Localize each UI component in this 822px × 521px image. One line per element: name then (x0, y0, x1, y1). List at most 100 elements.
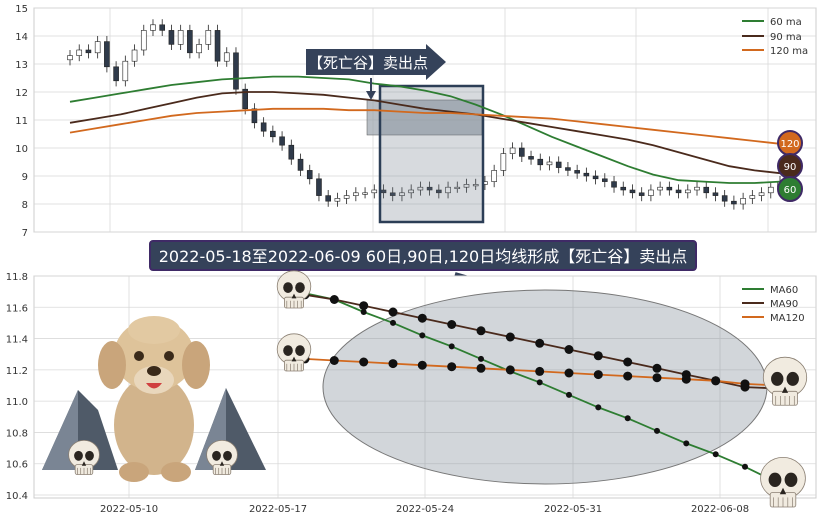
bottom-point-1 (476, 326, 486, 336)
top-series-line-0 (69, 75, 781, 184)
bottom-ytick-label: 11.6 (6, 303, 28, 314)
bottom-point-0 (683, 440, 690, 447)
bottom-point-2 (388, 359, 398, 369)
skull-icon-ma90-start (276, 270, 312, 309)
top-legend: 60 ma 90 ma 120 ma (742, 17, 808, 57)
candle-body (325, 195, 331, 202)
legend-label-90ma: 90 ma (770, 32, 802, 43)
bottom-point-1 (593, 351, 603, 361)
candle-body (528, 156, 534, 160)
middle-banner: 2022-05-18至2022-06-09 60日,90日,120日均线形成【死… (149, 240, 697, 301)
candle-body (140, 30, 147, 51)
candle-body (306, 170, 313, 180)
bottom-ytick-label: 11.2 (6, 366, 28, 377)
candle-body (389, 192, 396, 196)
bottom-ytick-label: 10.8 (6, 428, 28, 439)
candle-body (297, 158, 304, 171)
bottom-point-0 (448, 343, 455, 350)
top-grid (34, 7, 816, 233)
candle-body (408, 189, 414, 194)
candle-body (205, 30, 212, 45)
candle-body (343, 195, 350, 199)
candle-body (436, 189, 442, 194)
candle-body (104, 41, 110, 68)
candle-body (371, 189, 378, 194)
bottom-ytick-label: 10.4 (6, 491, 28, 502)
candle-body (592, 175, 599, 180)
legend-label-MA90: MA90 (770, 299, 798, 310)
candle-body (399, 192, 405, 196)
crossover-ellipse (322, 289, 768, 485)
candle-body (214, 30, 221, 62)
bottom-point-0 (390, 319, 396, 326)
callout-pointer-head (366, 91, 376, 100)
bottom-point-2 (740, 379, 750, 389)
end-marker-120: 120 (777, 130, 803, 156)
top-ma-lines (69, 75, 781, 184)
candle-body (546, 161, 553, 166)
banner-text: 2022-05-18至2022-06-09 60日,90日,120日均线形成【死… (159, 247, 688, 266)
candle-body (270, 130, 276, 138)
top-ytick-label: 12 (15, 88, 28, 99)
candle-body (657, 186, 663, 191)
candle-body (67, 55, 73, 61)
top-series-line-2 (69, 107, 781, 145)
bottom-ma-lines (300, 290, 781, 485)
candle-body (445, 186, 451, 194)
candle-body (76, 49, 83, 56)
legend-label-MA120: MA120 (770, 313, 805, 324)
candle-body (251, 108, 258, 124)
end-marker-60-label: 60 (784, 185, 797, 196)
death-valley-window (378, 84, 485, 224)
bottom-ytick-label: 11.4 (6, 335, 28, 346)
candle-body (472, 184, 479, 187)
candle-body (740, 198, 746, 205)
top-y-axis: 7 8 9 10 11 12 13 14 15 (15, 4, 28, 239)
candle-body (749, 195, 756, 199)
candle-body (712, 192, 719, 196)
bottom-legend: MA60 MA90 MA120 (742, 285, 805, 324)
candle-body (537, 158, 544, 166)
top-series-line-1 (69, 91, 781, 175)
candle-body (574, 170, 580, 174)
candle-body (731, 200, 737, 205)
bottom-point-2 (505, 365, 515, 375)
bottom-point-1 (329, 295, 339, 304)
bottom-point-1 (535, 338, 545, 348)
banner-box (149, 240, 697, 271)
candle-body (638, 192, 645, 196)
bottom-point-2 (329, 356, 339, 365)
candle-body (767, 186, 774, 194)
candle-body (353, 192, 359, 196)
skull-icon-ma60-end (760, 457, 806, 508)
top-panel: 7 8 9 10 11 12 13 14 15 60 ma 90 ma 120 ma 120 9… (15, 4, 817, 239)
candle-body (159, 24, 166, 31)
bottom-point-0 (624, 415, 631, 422)
candle-body (583, 172, 590, 177)
candle-body (177, 30, 184, 45)
bottom-point-1 (505, 332, 515, 342)
candle-body (648, 189, 654, 196)
bottom-point-2 (359, 357, 369, 367)
bottom-point-2 (476, 363, 486, 373)
top-ytick-label: 7 (22, 228, 28, 239)
candle-body (316, 178, 322, 196)
bottom-point-0 (419, 332, 426, 339)
candle-body (703, 186, 710, 194)
candle-body (94, 41, 101, 54)
bottom-point-0 (360, 309, 367, 315)
bottom-xtick-label: 2022-05-10 (100, 504, 158, 515)
legend-label-MA60: MA60 (770, 285, 798, 296)
bottom-xtick-label: 2022-05-31 (544, 504, 602, 515)
legend-label-120ma: 120 ma (770, 46, 808, 57)
bottom-point-0 (536, 379, 543, 386)
bottom-point-2 (417, 360, 427, 370)
end-marker-60: 60 (777, 176, 803, 202)
bottom-point-2 (564, 368, 574, 378)
candle-body (196, 44, 202, 54)
overlap-highlight-box (366, 99, 483, 136)
candle-body (491, 170, 497, 182)
bottom-panel: 10.4 10.6 10.8 11.0 11.2 11.4 11.6 11.8 2022-05… (6, 270, 817, 515)
candle-body (555, 161, 562, 168)
